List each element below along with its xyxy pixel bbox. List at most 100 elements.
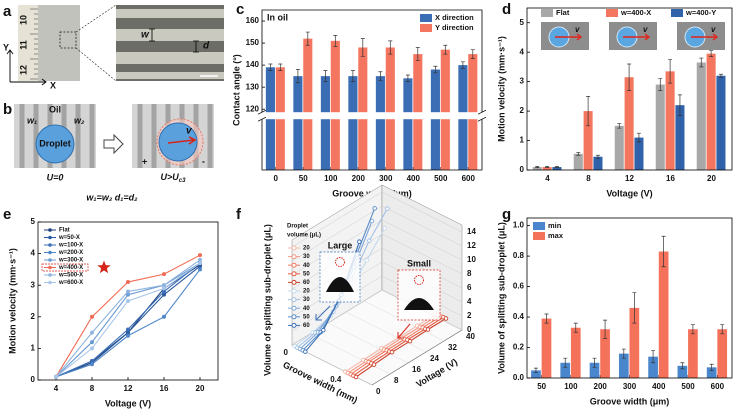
y-axis-title: Volume of splitting sub-droplet (μL) [496,222,506,374]
legend-marker [291,314,297,320]
point [198,267,202,272]
legend-marker [291,271,297,277]
y-tick-label: 4 [31,249,36,258]
x-tick-label: 50 [299,174,308,183]
legend-label: 30 [303,254,310,260]
x-tick-label: 500 [681,382,695,391]
error-bar [470,49,475,59]
legend-marker [291,297,297,303]
legend-title: Droplet [287,224,308,230]
legend-label: w=500-X [58,273,83,279]
y-tick-label: 0.0 [513,373,525,382]
point [425,327,431,332]
legend-label: Flat [556,8,570,17]
annotation: Small [407,258,431,268]
bar [624,77,634,170]
x-tick-label: 100 [564,382,578,391]
legend-label: 60 [303,280,310,286]
y-tick-label: 3 [520,77,525,86]
error-bar [533,367,538,374]
annotation: In oil [267,12,288,22]
error-bar [661,235,666,268]
panel-b: b Oil w₁ w₂ Droplet U=0 v + - U>Uc3 w₁=w… [3,101,214,202]
error-bar [415,47,420,62]
x-tick-label: 0 [376,387,381,396]
inset-arrow [555,33,583,41]
point [90,314,94,319]
inset-marker [335,257,345,267]
x-tick-label: 20 [707,174,716,183]
legend-label: 60 [303,323,310,329]
dimension-label: d [203,41,210,52]
x-axis-title: Voltage (V) [105,398,151,408]
error-bar [573,322,578,333]
error-bar [268,63,273,71]
g-tick-label: 0 [284,348,289,357]
panel-letter: c [236,1,244,18]
legend-swatch [606,9,618,17]
x-tick-label: 0 [274,174,279,183]
x-tick-label: 600 [462,174,476,183]
dimension-label: w [141,30,150,41]
error-bar [544,313,549,324]
legend-swatch [533,232,545,240]
x-tick-label: 16 [412,365,421,374]
bar [717,329,728,378]
z-tick-label: 0 [467,325,472,334]
ruler-label: 12 [18,65,28,75]
bar [330,40,340,171]
y-tick-label: 120 [246,104,260,113]
error-bar [405,74,410,82]
bar [634,137,644,170]
y-axis-title: Motion velocity (mm·s⁻¹) [496,36,506,142]
point [353,374,359,380]
point [372,206,377,211]
point [407,338,413,344]
velocity-label: v [186,126,193,137]
y-tick-label: 1.0 [513,221,525,230]
condition-label: w₁=w₂ d₁=d₂ [86,192,138,202]
grid-line [291,191,463,248]
error-bar [433,65,438,74]
point [162,292,166,297]
point [371,362,377,367]
bar [430,69,440,170]
error-bar [535,166,540,168]
bar [716,75,726,170]
axis-break [258,112,486,120]
error-bar [617,123,622,129]
y-tick-label: 5 [31,217,36,226]
error-bar [603,319,608,339]
bar [468,54,478,170]
bar [348,76,358,170]
legend-label: max [548,231,564,240]
legend-marker [291,262,297,268]
z-tick-label: 8 [467,269,472,278]
error-bar [677,94,682,116]
bar [589,362,600,378]
inset-box [397,269,441,321]
error-bar [718,73,723,78]
error-bar [680,362,685,370]
bar [293,76,303,170]
legend-marker [48,258,52,262]
groove-label: w₁ [27,115,37,125]
error-bar [658,78,663,91]
x-axis-title: Groove width (μm) [590,396,670,406]
error-bar [636,132,641,143]
z-tick-label: 4 [467,297,472,306]
y-tick-label: 3 [31,280,36,289]
y-tick-label: 4 [520,47,525,56]
legend-label: w=50-X [58,235,80,241]
legend-label: 30 [303,297,310,303]
bar [532,167,542,170]
point [90,359,94,364]
point [54,374,58,379]
y-tick-label: 140 [246,60,260,69]
panel-letter: e [3,206,11,223]
y-axis-title: Contact angle (°) [231,54,241,126]
legend-marker [291,305,297,311]
x-tick-label: 20 [196,384,205,393]
legend-label: 20 [303,289,310,295]
legend-label: 40 [303,306,310,312]
